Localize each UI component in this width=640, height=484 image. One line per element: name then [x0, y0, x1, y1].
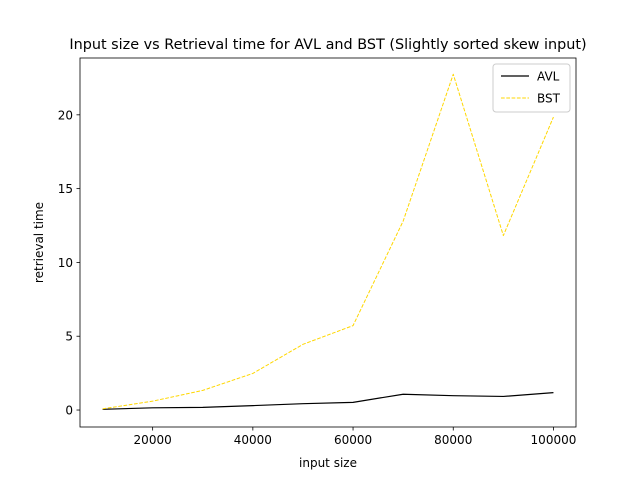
x-tick-label: 100000 — [531, 433, 577, 447]
chart-title: Input size vs Retrieval time for AVL and… — [69, 37, 586, 53]
plot-area — [80, 58, 576, 427]
y-tick-label: 20 — [58, 108, 73, 122]
y-axis-label: retrieval time — [32, 202, 46, 283]
legend: AVL BST — [493, 64, 570, 112]
y-tick-label: 5 — [65, 330, 73, 344]
x-tick-label: 80000 — [434, 433, 472, 447]
y-tick-label: 10 — [58, 256, 73, 270]
x-tick-label: 20000 — [134, 433, 172, 447]
plot-background — [80, 58, 576, 427]
x-axis-label: input size — [299, 456, 357, 470]
legend-label-avl: AVL — [537, 70, 560, 84]
legend-label-bst: BST — [537, 92, 561, 106]
x-tick-label: 40000 — [234, 433, 272, 447]
y-tick-label: 15 — [58, 182, 73, 196]
y-tick-label: 0 — [65, 404, 73, 418]
x-tick-label: 60000 — [334, 433, 372, 447]
